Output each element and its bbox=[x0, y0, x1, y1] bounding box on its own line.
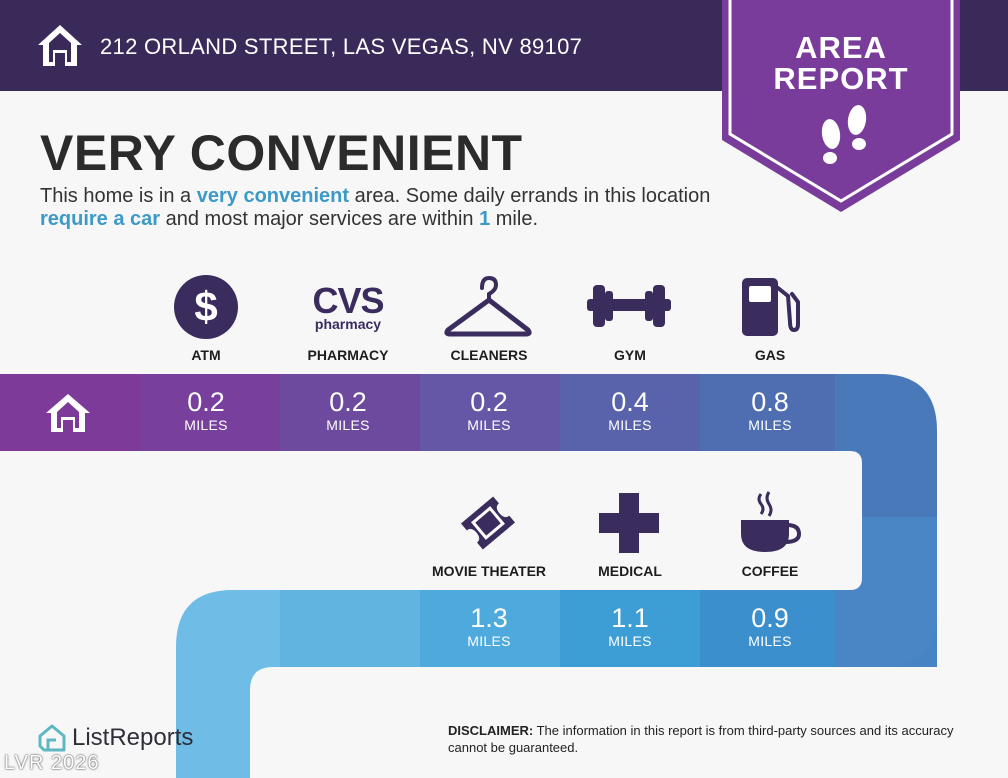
home-icon bbox=[38, 25, 82, 66]
distance-cleaners: 0.2 MILES bbox=[467, 387, 511, 433]
svg-text:$: $ bbox=[194, 283, 217, 330]
distance-movie-theater: 1.3 MILES bbox=[467, 603, 511, 649]
service-label-gas: GAS bbox=[754, 347, 786, 363]
ribbon-home-icon bbox=[46, 394, 90, 432]
distance-gym: 0.4 MILES bbox=[608, 387, 652, 433]
cvs-pharmacy-logo: CVS pharmacy bbox=[288, 272, 408, 342]
coffee-cup-icon bbox=[710, 488, 830, 558]
service-label-coffee: COFFEE bbox=[741, 563, 799, 579]
footprints-icon bbox=[821, 105, 867, 164]
service-label-pharmacy: PHARMACY bbox=[307, 347, 389, 363]
property-address: 212 ORLAND STREET, LAS VEGAS, NV 89107 bbox=[100, 34, 583, 59]
dumbbell-icon bbox=[569, 272, 689, 342]
distance-coffee: 0.9 MILES bbox=[748, 603, 792, 649]
cvs-logo-subtext: pharmacy bbox=[315, 316, 381, 332]
cvs-logo-text: CVS bbox=[312, 280, 383, 321]
dollar-icon: $ bbox=[146, 272, 266, 342]
disclaimer: DISCLAIMER: The information in this repo… bbox=[448, 723, 954, 755]
service-label-cleaners: CLEANERS bbox=[450, 347, 528, 363]
distance-gas: 0.8 MILES bbox=[748, 387, 792, 433]
page-title: VERY CONVENIENT bbox=[40, 125, 523, 181]
medical-cross-icon bbox=[569, 488, 689, 558]
area-report-badge: AREA REPORT bbox=[722, 0, 960, 214]
distance-atm: 0.2 MILES bbox=[184, 387, 228, 433]
distance-medical: 1.1 MILES bbox=[608, 603, 652, 649]
distance-pharmacy: 0.2 MILES bbox=[326, 387, 370, 433]
service-label-movie-theater: MOVIE THEATER bbox=[431, 563, 547, 579]
service-label-gym: GYM bbox=[614, 347, 646, 363]
listreports-logo: ListReports bbox=[38, 722, 238, 754]
hanger-icon bbox=[428, 272, 548, 342]
listreports-logo-icon bbox=[38, 724, 66, 752]
service-label-medical: MEDICAL bbox=[598, 563, 662, 579]
watermark: LVR 2026 bbox=[4, 752, 100, 774]
badge-line1: AREA bbox=[795, 30, 887, 65]
logo-text: ListReports bbox=[72, 724, 194, 751]
gas-pump-icon bbox=[710, 272, 830, 342]
description: This home is in a very convenient area. … bbox=[40, 185, 711, 230]
service-label-atm: ATM bbox=[191, 347, 221, 363]
badge-line2: REPORT bbox=[773, 61, 909, 96]
ticket-icon bbox=[428, 488, 548, 558]
